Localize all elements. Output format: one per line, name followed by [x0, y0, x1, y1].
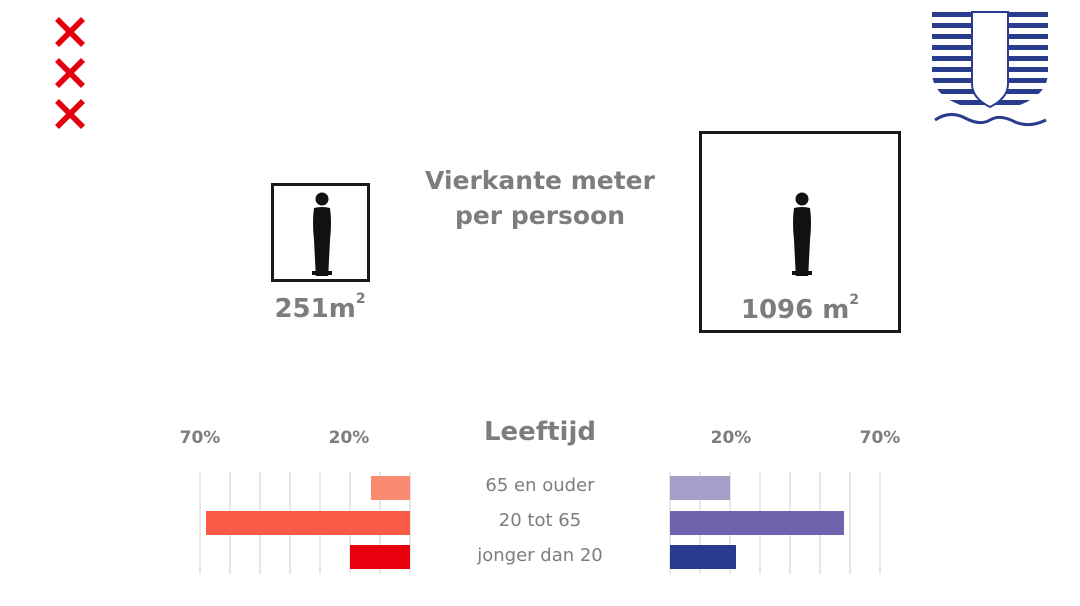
- tick-label-left-70: 70%: [179, 428, 221, 448]
- title-line-2: per persoon: [454, 201, 626, 230]
- right-area-value: 1096: [740, 295, 814, 325]
- bar-right-2: [670, 545, 736, 569]
- title-line-1: Vierkante meter: [425, 166, 655, 195]
- bar-left-1: [206, 511, 410, 535]
- chart-title: Vierkante meter per persoon: [390, 163, 690, 233]
- category-label-under-20: jonger dan 20: [477, 545, 603, 566]
- x-cross-icon: [55, 58, 85, 88]
- person-icon: [792, 192, 812, 276]
- bar-left-2: [350, 545, 410, 569]
- tick-label-right-20: 20%: [710, 428, 752, 448]
- left-area-label: 251m2: [245, 291, 395, 324]
- coat-of-arms-logo: [932, 11, 1048, 127]
- tick-label-left-20: 20%: [328, 428, 370, 448]
- left-area-value: 251: [274, 294, 329, 324]
- person-icon: [312, 192, 332, 276]
- left-area-sup: 2: [355, 291, 366, 308]
- right-area-box: 1096 m2: [699, 131, 901, 333]
- left-area-unit: m: [328, 294, 356, 324]
- tick-label-right-70: 70%: [859, 428, 901, 448]
- bar-right-1: [670, 511, 844, 535]
- right-area-label: 1096 m2: [702, 292, 898, 325]
- x-cross-icon: [55, 99, 85, 129]
- x-cross-icon: [55, 17, 85, 47]
- right-area-sup: 2: [849, 292, 860, 309]
- bar-right-0: [670, 476, 730, 500]
- category-label-20-65: 20 tot 65: [498, 510, 582, 531]
- category-label-65-plus: 65 en ouder: [485, 475, 595, 496]
- right-area-unit: m: [813, 295, 850, 325]
- age-title: Leeftijd: [483, 417, 596, 447]
- bar-left-0: [371, 476, 410, 500]
- left-area-box: [271, 183, 370, 282]
